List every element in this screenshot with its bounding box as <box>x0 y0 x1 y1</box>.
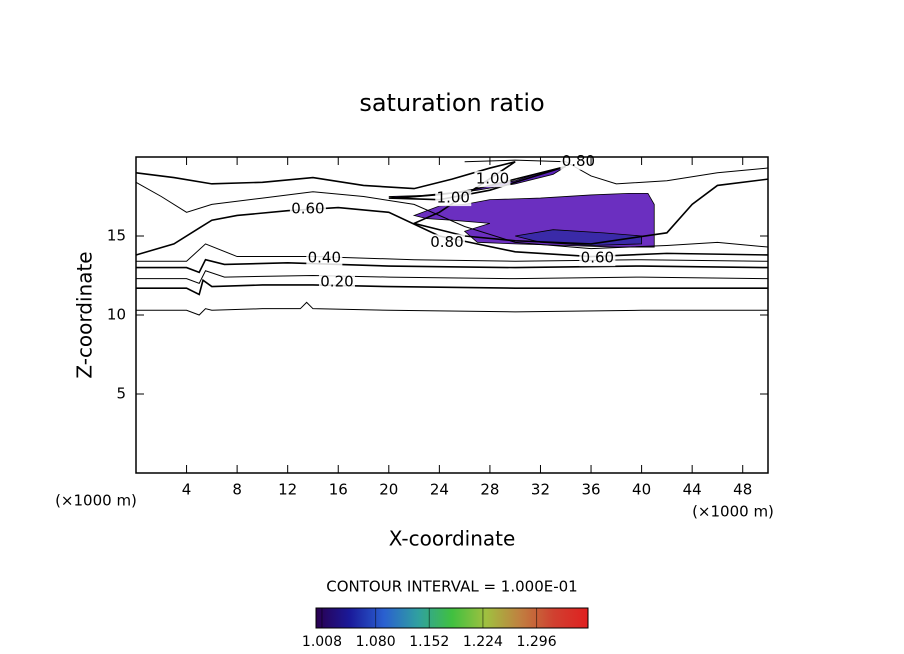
y-tick-label: 10 <box>107 306 126 324</box>
contour-label: 0.80 <box>562 152 595 170</box>
x-tick-label: 32 <box>531 481 550 499</box>
x-axis-label: X-coordinate <box>389 527 516 551</box>
x-tick-label: 48 <box>733 481 752 499</box>
contour-line <box>136 258 769 274</box>
contour-label: 0.20 <box>320 272 353 290</box>
x-unit-label: (×1000 m) <box>692 503 774 521</box>
contour-label-bg <box>474 171 511 188</box>
colorbar-tick-label: 1.008 <box>302 634 342 650</box>
contour-line <box>464 159 769 185</box>
x-tick-label: 4 <box>182 481 192 499</box>
x-tick-label: 24 <box>430 481 449 499</box>
contour-line <box>135 160 769 245</box>
y-unit-label: (×1000 m) <box>55 492 137 510</box>
contour-label: 0.60 <box>581 249 614 267</box>
colorbar-tick-label: 1.296 <box>517 634 557 650</box>
contour-line <box>136 278 768 296</box>
contour-label-bg <box>289 201 326 218</box>
x-tick-label: 16 <box>329 481 348 499</box>
contour-label-bg <box>318 273 355 290</box>
x-tick-label: 20 <box>379 481 398 499</box>
contour-label-bg <box>428 234 465 251</box>
contour-line <box>136 270 769 285</box>
y-tick-label: 5 <box>116 385 126 403</box>
x-tick-label: 36 <box>581 481 600 499</box>
contour-label: 0.80 <box>430 233 463 251</box>
colorbar <box>315 607 589 629</box>
contour-label: 0.40 <box>308 249 341 267</box>
contour-label-bg <box>306 250 343 267</box>
contour-line <box>135 181 769 250</box>
contour-label: 1.00 <box>437 189 470 207</box>
x-tick-label: 44 <box>683 481 702 499</box>
colorbar-tick-label: 1.224 <box>463 634 503 650</box>
contour-label: 1.00 <box>476 170 509 188</box>
y-axis-label: Z-coordinate <box>73 251 97 378</box>
colorbar-tick-label: 1.152 <box>409 634 449 650</box>
x-tick-label: 8 <box>232 481 242 499</box>
contour-interval: CONTOUR INTERVAL = 1.000E-01 <box>326 578 577 596</box>
x-tick-label: 28 <box>480 481 499 499</box>
x-tick-label: 12 <box>278 481 297 499</box>
contour-label-bg <box>579 250 616 267</box>
contour-line <box>136 301 768 316</box>
contour-label-bg <box>435 190 472 207</box>
colorbar-tick-label: 1.080 <box>356 634 396 650</box>
x-tick-label: 40 <box>632 481 651 499</box>
contour-label: 0.60 <box>291 200 324 218</box>
chart-title: saturation ratio <box>359 89 544 117</box>
y-tick-label: 15 <box>107 227 126 245</box>
